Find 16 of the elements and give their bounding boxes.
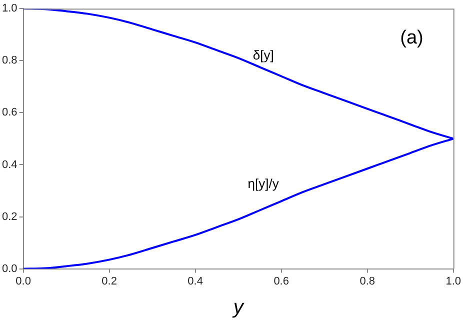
y-tick-label: 0.6 [2, 106, 18, 119]
x-tick-label: 0.8 [360, 275, 375, 288]
x-tick-label: 0.4 [188, 275, 203, 288]
x-tick-label: 1.0 [446, 275, 462, 288]
x-tick-label: 0.0 [16, 275, 31, 288]
annotation: (a) [400, 27, 424, 48]
x-tick-label: 0.6 [274, 275, 289, 288]
series-label: δ[y] [252, 47, 274, 62]
y-tick-label: 1.0 [2, 2, 18, 15]
x-axis-title: y [231, 296, 244, 319]
y-tick-label: 0.8 [2, 54, 18, 67]
x-tick-label: 0.2 [102, 275, 117, 288]
y-tick-label: 0.4 [2, 158, 18, 171]
y-tick-label: 0.0 [2, 262, 18, 275]
y-tick-label: 0.2 [2, 210, 18, 223]
series-label: η[y]/y [248, 176, 280, 192]
